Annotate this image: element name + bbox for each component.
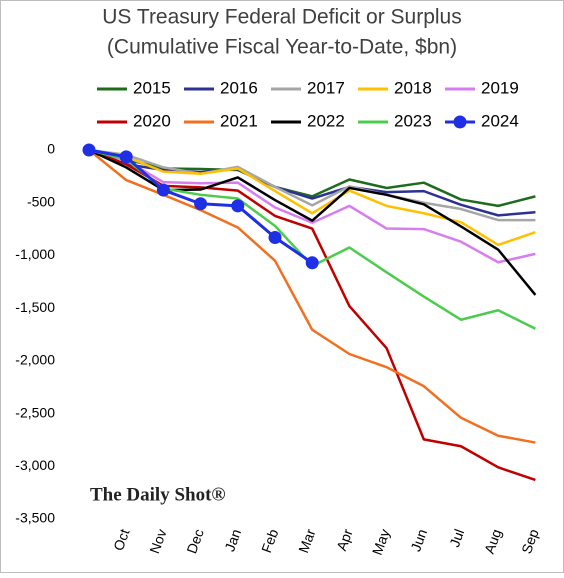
series-marker <box>231 199 245 213</box>
legend-label: 2020 <box>133 111 171 130</box>
legend-label: 2022 <box>307 111 345 130</box>
series-line <box>88 148 536 247</box>
legend-label: 2015 <box>133 78 171 97</box>
series-marker <box>156 183 170 197</box>
y-tick-label: -1,500 <box>15 299 55 315</box>
y-tick-label: -3,000 <box>15 457 55 473</box>
watermark: The Daily Shot® <box>90 484 226 505</box>
legend-marker <box>453 115 467 129</box>
y-tick-label: -2,500 <box>15 404 55 420</box>
legend-label: 2018 <box>394 78 432 97</box>
series-marker <box>305 256 319 270</box>
legend-label: 2016 <box>220 78 258 97</box>
y-tick-label: 0 <box>47 141 55 157</box>
y-tick-label: -1,000 <box>15 246 55 262</box>
series-marker <box>119 150 133 164</box>
legend-label: 2023 <box>394 111 432 130</box>
x-tick-label: Oct <box>110 527 133 553</box>
y-tick-label: -3,500 <box>15 510 55 526</box>
x-tick-label: Jul <box>446 527 467 549</box>
series-marker <box>268 231 282 245</box>
chart-title: US Treasury Federal Deficit or Surplus <box>102 6 461 29</box>
legend-label: 2019 <box>481 78 519 97</box>
x-tick-label: Apr <box>333 527 356 553</box>
series-marker <box>82 143 96 157</box>
legend-label: 2024 <box>481 111 519 130</box>
x-tick-label: Feb <box>258 527 281 555</box>
series-line <box>88 148 536 264</box>
legend-label: 2017 <box>307 78 345 97</box>
series-marker <box>194 197 208 211</box>
x-tick-label: Mar <box>295 527 318 555</box>
series-line <box>88 148 536 217</box>
y-tick-label: -500 <box>27 193 55 209</box>
chart-subtitle: (Cumulative Fiscal Year-to-Date, $bn) <box>107 36 457 59</box>
x-tick-label: Jan <box>221 527 244 554</box>
series-line <box>88 148 536 222</box>
y-tick-label: -2,000 <box>15 352 55 368</box>
x-tick-label: Jun <box>407 527 430 554</box>
legend-label: 2021 <box>220 111 258 130</box>
